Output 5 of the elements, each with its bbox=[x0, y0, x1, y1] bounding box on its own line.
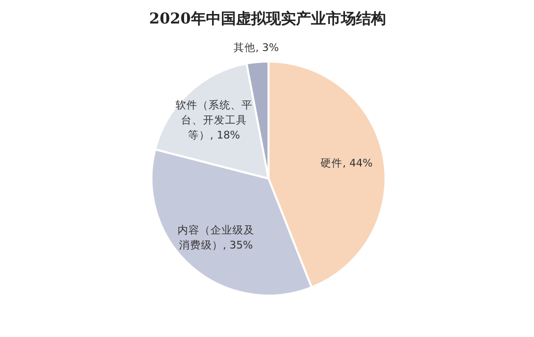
slice-label: 内容（企业级及消费级）, 35% bbox=[177, 224, 254, 252]
slice-label: 硬件, 44% bbox=[320, 158, 373, 170]
slice-label: 软件（系统、平台、开发工具等）, 18% bbox=[176, 98, 253, 142]
chart-title: 2020年中国虚拟现实产业市场结构 bbox=[149, 10, 386, 28]
slice-label: 其他, 3% bbox=[234, 41, 279, 54]
